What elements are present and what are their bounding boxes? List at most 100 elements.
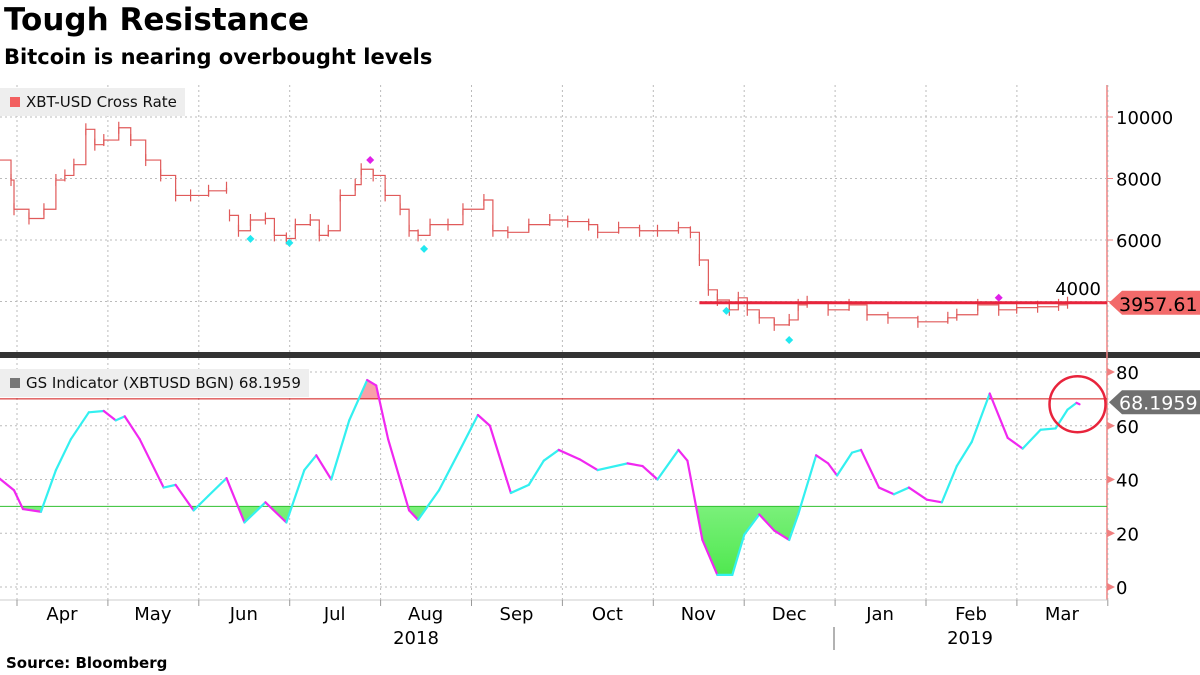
indicator-rising-segment: [970, 392, 991, 443]
indicator-rising-segment: [416, 489, 441, 521]
month-label: May: [134, 604, 172, 625]
indicator-rising-segment: [330, 419, 351, 481]
buy-signal-marker: [785, 335, 794, 344]
indicator-falling-segment: [988, 392, 1009, 439]
indicator-rising-segment: [788, 513, 800, 542]
price-last-value-badge: [1109, 290, 1200, 315]
chart-title: Tough Resistance: [4, 2, 310, 38]
legend-indicator-label: GS Indicator (XBTUSD BGN) 68.1959: [26, 374, 301, 392]
indicator-tick: [1107, 421, 1115, 430]
indicator-rising-segment: [303, 454, 318, 472]
year-label: 2019: [947, 628, 993, 649]
indicator-tick-label: 40: [1116, 471, 1139, 492]
indicator-rising-segment: [797, 454, 818, 516]
price-series-line: [0, 127, 228, 220]
indicator-last-value-label: 68.1959: [1119, 392, 1198, 414]
indicator-rising-segment: [87, 409, 105, 414]
indicator-falling-segment: [315, 454, 333, 481]
source-note: Source: Bloomberg: [6, 654, 168, 672]
indicator-rising-segment: [1039, 427, 1057, 431]
chart-subtitle: Bitcoin is nearing overbought levels: [4, 45, 433, 69]
indicator-rising-segment: [207, 477, 228, 497]
price-tick-label: 6000: [1116, 231, 1162, 252]
indicator-tick-label: 20: [1116, 524, 1139, 545]
price-tick-label: 8000: [1116, 170, 1162, 191]
indicator-rising-segment: [940, 464, 958, 504]
indicator-falling-segment: [677, 448, 689, 462]
price-last-value-label: 3957.61: [1119, 294, 1198, 316]
indicator-rising-segment: [1021, 428, 1042, 450]
indicator-rising-segment: [285, 468, 306, 524]
indicator-tick: [1107, 368, 1115, 376]
indicator-falling-segment: [686, 459, 704, 542]
overbought-fill: [0, 380, 1080, 399]
indicator-falling-segment: [827, 462, 839, 477]
indicator-rising-segment: [114, 415, 126, 422]
indicator-falling-segment: [925, 498, 943, 504]
legend-swatch-indicator: [10, 378, 20, 388]
month-label: Jul: [323, 604, 346, 625]
month-label: Feb: [955, 604, 987, 625]
legend-price-label: XBT-USD Cross Rate: [26, 93, 177, 111]
indicator-falling-segment: [174, 483, 195, 512]
indicator-tick: [1107, 475, 1115, 484]
buy-signal-marker: [246, 234, 255, 243]
indicator-rising-segment: [542, 448, 560, 462]
indicator-falling-segment: [12, 489, 25, 511]
indicator-falling-segment: [815, 454, 830, 465]
price-tick-label: 10000: [1116, 108, 1173, 129]
indicator-falling-segment: [366, 378, 378, 387]
highlight-circle: [1048, 375, 1107, 434]
month-label: Jan: [865, 604, 894, 625]
indicator-falling-segment: [0, 477, 16, 492]
buy-signal-marker: [420, 244, 429, 253]
indicator-rising-segment: [192, 494, 210, 512]
indicator-rising-segment: [850, 448, 863, 454]
oversold-fill: [0, 506, 1080, 575]
sell-signal-marker: [366, 156, 375, 165]
indicator-last-value-badge: [1109, 390, 1200, 415]
indicator-falling-segment: [375, 384, 390, 441]
legend-indicator: GS Indicator (XBTUSD BGN) 68.1959: [0, 369, 309, 397]
indicator-falling-segment: [773, 529, 791, 542]
indicator-rising-segment: [348, 378, 369, 422]
month-label: Dec: [772, 604, 807, 625]
indicator-rising-segment: [892, 486, 911, 496]
indicator-rising-segment: [69, 411, 90, 441]
indicator-falling-segment: [557, 448, 581, 461]
month-label: Sep: [500, 604, 534, 625]
indicator-rising-segment: [731, 533, 746, 577]
indicator-rising-segment: [509, 483, 530, 495]
indicator-falling-segment: [21, 507, 43, 513]
legend-price: XBT-USD Cross Rate: [0, 88, 185, 116]
indicator-falling-segment: [264, 501, 288, 524]
price-tick-label: 4000: [1055, 279, 1101, 300]
indicator-falling-segment: [488, 424, 512, 495]
indicator-rising-segment: [743, 513, 761, 536]
indicator-falling-segment: [758, 513, 776, 532]
indicator-rising-segment: [458, 413, 480, 452]
indicator-rising-segment: [162, 483, 177, 489]
indicator-falling-segment: [138, 438, 165, 489]
indicator-rising-segment: [955, 440, 973, 468]
indicator-falling-segment: [701, 538, 719, 577]
month-label: Mar: [1045, 604, 1080, 625]
panel-separator: [0, 352, 1200, 358]
indicator-rising-segment: [596, 462, 629, 472]
month-label: Aug: [408, 604, 443, 625]
indicator-tick-label: 80: [1116, 363, 1139, 384]
indicator-rising-segment: [243, 501, 267, 524]
indicator-tick: [1107, 583, 1115, 591]
indicator-rising-segment: [1066, 401, 1078, 411]
buy-signal-marker: [722, 306, 731, 315]
indicator-falling-segment: [641, 464, 659, 481]
month-label: Jun: [229, 604, 258, 625]
indicator-falling-segment: [407, 509, 420, 521]
indicator-falling-segment: [907, 486, 928, 501]
indicator-tick-label: 0: [1116, 578, 1127, 599]
indicator-falling-segment: [578, 458, 599, 472]
month-label: Nov: [681, 604, 716, 625]
indicator-falling-segment: [476, 413, 491, 427]
indicator-tick: [1107, 529, 1115, 538]
